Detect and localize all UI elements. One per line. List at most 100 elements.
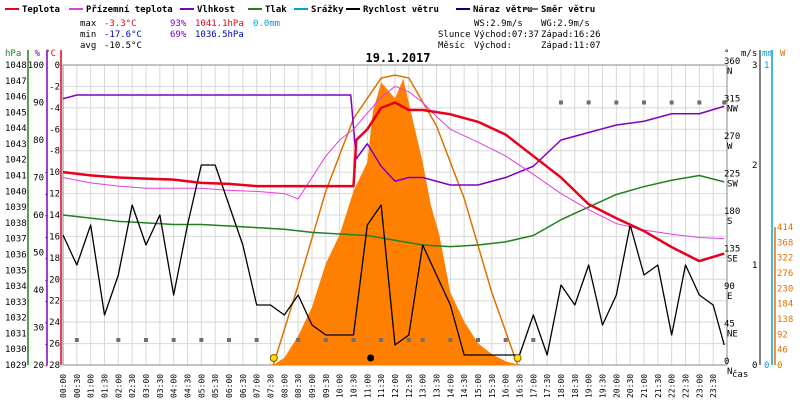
axis-wind-tick: 3: [752, 61, 757, 71]
axis-radiation-tick: 322: [777, 254, 793, 264]
x-tick-label: 23:00: [695, 374, 704, 398]
x-tick-label: 23:30: [709, 374, 718, 398]
legend: Teplota Přízemní teplota Vlhkost Tlak Srážky…: [5, 4, 595, 15]
stat-avg-temp: -10.5°C: [104, 41, 142, 51]
axis-pressure-tick: 1034: [5, 282, 27, 292]
x-tick-label: 20:30: [626, 374, 635, 398]
x-tick-label: 04:00: [170, 374, 179, 398]
axis-direction-tick: 135: [724, 245, 740, 255]
x-tick-label: 10:00: [336, 374, 345, 398]
axis-radiation-tick: 138: [777, 315, 793, 325]
axis-direction-tick: 270: [724, 132, 740, 142]
sun-marker-sunset: [513, 354, 522, 362]
x-tick-label: 04:30: [184, 374, 193, 398]
info-moonrise: Východ:: [474, 41, 512, 51]
axis-humidity-tick: 30: [33, 324, 44, 334]
x-tick-label: 17:30: [543, 374, 552, 398]
axis-direction-tick: 180: [724, 207, 740, 217]
x-tick-label: 13:00: [419, 374, 428, 398]
axis-temperature-tick: -24: [44, 318, 60, 328]
wind-direction-point: [351, 338, 356, 342]
axis-temperature-tick: -12: [44, 190, 60, 200]
axis-direction-tick: 0: [724, 357, 729, 367]
wind-direction-point: [586, 100, 591, 105]
legend-label-4: Srážky: [311, 5, 344, 15]
axis-pressure-tick: 1038: [5, 219, 27, 229]
axis-pressure-tick: 1031: [5, 329, 27, 339]
x-tick-label: 13:30: [433, 374, 442, 398]
x-tick-label: 12:30: [405, 374, 414, 398]
x-tick-label: 03:00: [142, 374, 151, 398]
axis-temperature-tick: -4: [49, 104, 60, 114]
axis-humidity-tick: 90: [33, 99, 44, 109]
wind-direction-point: [476, 338, 480, 342]
info-sun-label: Slunce: [438, 30, 471, 40]
axis-temperature-tick: -22: [44, 297, 60, 307]
stat-min-temp: -17.6°C: [104, 30, 142, 40]
info-sunrise: Východ:07:37: [474, 30, 539, 40]
info-panel: max -3.3°C 93% 1041.1hPa 0.0mm min -17.6…: [80, 19, 601, 51]
x-tick-label: 15:30: [488, 374, 497, 398]
x-tick-label: 02:30: [128, 374, 137, 398]
info-sunset: Západ:16:26: [541, 30, 601, 40]
x-tick-label: 09:30: [322, 374, 331, 398]
stat-min-press: 1036.5hPa: [195, 30, 244, 40]
axis-humidity-tick: 50: [33, 249, 44, 259]
wind-direction-point: [144, 338, 148, 342]
legend-label-7: Směr větru: [541, 4, 595, 15]
x-tick-label: 01:00: [87, 374, 96, 398]
axis-direction-name: W: [727, 142, 733, 152]
axis-humidity-tick: 20: [33, 361, 44, 371]
axis-direction-name: S: [727, 217, 732, 227]
axis-radiation-unit: W: [780, 49, 786, 59]
wind-direction-point: [116, 338, 121, 342]
info-moon-label: Měsíc: [438, 41, 465, 51]
series-humidity: [62, 94, 725, 186]
axis-radiation-tick: 276: [777, 269, 793, 279]
wind-direction-point: [254, 338, 259, 342]
axis-temperature-tick: -28: [44, 361, 60, 371]
x-tick-label: 00:00: [59, 374, 68, 398]
stat-min-hum: 69%: [170, 30, 187, 40]
axis-direction-tick: 225: [724, 170, 740, 180]
axis-direction-name: N: [727, 67, 732, 77]
wind-direction-point: [227, 338, 231, 342]
axis-rain-tick: 0: [764, 361, 769, 371]
wind-direction-point: [614, 100, 619, 105]
axis-pressure-tick: 1029: [5, 361, 27, 371]
x-tick-label: 11:00: [363, 374, 372, 398]
axis-radiation-tick: 0: [777, 361, 782, 371]
axis-pressure-tick: 1042: [5, 156, 27, 166]
x-tick-label: 07:30: [267, 374, 276, 398]
x-tick-label: 22:30: [682, 374, 691, 398]
axis-pressure-tick: 1035: [5, 266, 27, 276]
wind-direction-point: [296, 338, 301, 342]
axis-wind-tick: 1: [752, 261, 757, 271]
wind-direction-point: [323, 338, 328, 342]
axis-temperature-tick: -6: [49, 125, 60, 135]
x-tick-label: 05:00: [197, 374, 206, 398]
axis-pressure-tick: 1044: [5, 124, 27, 134]
x-axis-label: čas: [732, 369, 748, 380]
stat-max-label: max: [80, 19, 97, 29]
wind-direction-point: [199, 338, 204, 342]
info-wg: WG:2.9m/s: [541, 19, 590, 29]
axis-direction-unit: °: [724, 49, 729, 59]
x-tick-label: 21:00: [640, 374, 649, 398]
axis-direction-name: E: [727, 292, 732, 302]
stat-max-rain: 0.0mm: [253, 19, 280, 29]
stat-avg-label: avg: [80, 41, 96, 51]
axis-pressure-tick: 1040: [5, 187, 27, 197]
x-tick-label: 18:00: [557, 374, 566, 398]
axis-humidity-unit: %: [35, 49, 41, 59]
axis-temperature-tick: -8: [49, 147, 60, 157]
axis-wind-tick: 0: [752, 361, 757, 371]
x-axis: 00:00 00:30 01:00 01:30 02:00 02:30 03:00 03:30…: [59, 374, 718, 398]
plot-area: [62, 64, 728, 366]
x-tick-label: 19:30: [599, 374, 608, 398]
x-tick-label: 16:30: [516, 374, 525, 398]
x-tick-label: 03:30: [156, 374, 165, 398]
axis-radiation-tick: 414: [777, 223, 793, 233]
sun-marker-sunrise: [269, 354, 278, 362]
